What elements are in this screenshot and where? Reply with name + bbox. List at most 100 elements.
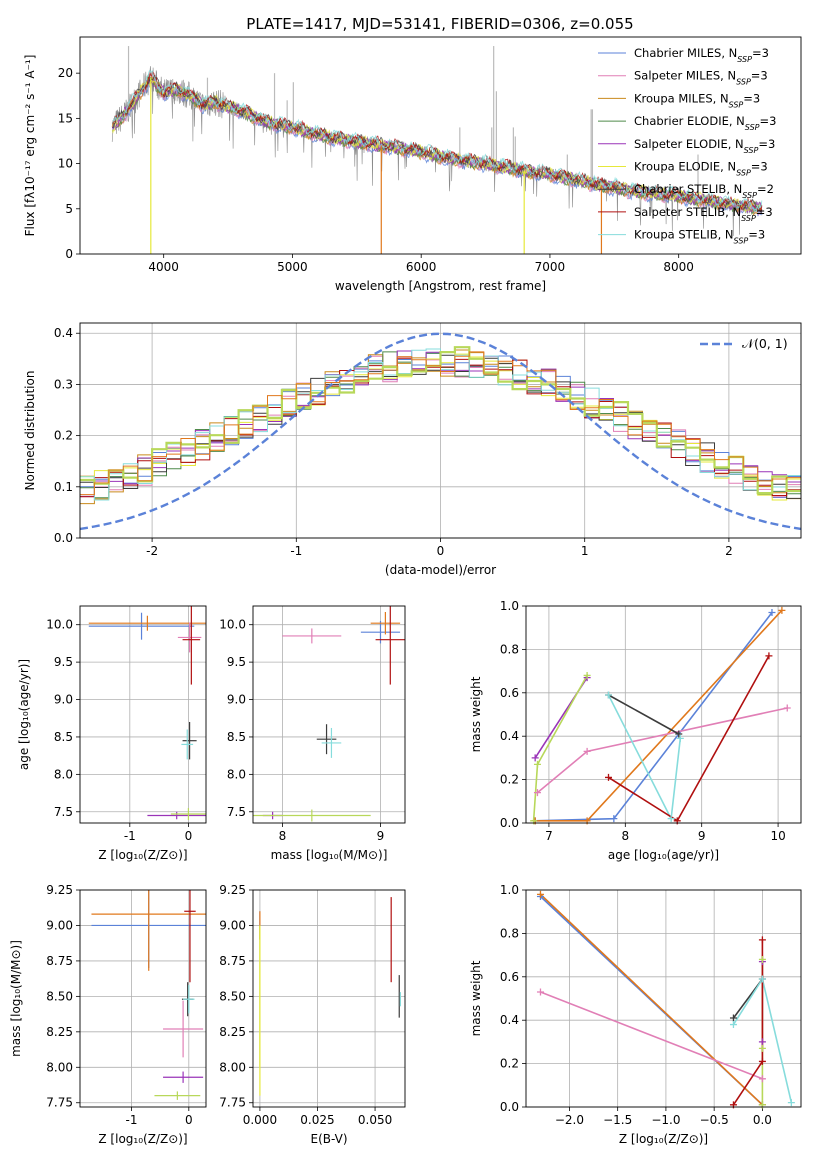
y-tick-label: 8.0	[54, 767, 73, 781]
legend-subscript: SSP	[741, 213, 756, 222]
mass-weight-vs-age-panel: 7 8 9 10 0.0 0.2 0.4 0.6 0.8 1.0 age [log₁₀(age/yr…	[469, 599, 802, 862]
y-tick-label: 10.0	[219, 618, 246, 632]
series-point-marker	[758, 1057, 766, 1065]
x-tick-label: 0.025	[300, 1113, 334, 1127]
series-line	[608, 655, 770, 822]
histogram-step-line	[80, 346, 801, 495]
residual-histogram-panel: -2 -1 0 1 2 0.0 0.1 0.2 0.3 0.4 (data-model)/error…	[23, 322, 802, 577]
x-tick-label: −0.5	[700, 1113, 729, 1127]
legend-label: Kroupa ELODIE, NSSP=3	[634, 160, 768, 178]
y-tick-label: 15	[58, 111, 73, 125]
legend-subscript: SSP	[742, 191, 757, 200]
series-line	[539, 893, 763, 1106]
legend-label: Kroupa STELIB, NSSP=3	[634, 228, 765, 246]
y-tick-label: 1.0	[500, 883, 519, 897]
mass-vs-metallicity-panel: -1 0 7.75 8.00 8.25 8.50 8.75 9.00 9.25 Z [log₁₀(…	[9, 883, 207, 1146]
x-tick-label: -1	[126, 1113, 138, 1127]
x-tick-label: -2	[146, 544, 158, 558]
y-axis-label: mass weight	[469, 676, 483, 752]
y-axis-label: mass [log₁₀(M/M⊙)]	[9, 940, 23, 1057]
y-tick-label: 0.0	[54, 531, 73, 545]
y-axis-label: Flux [fλ10⁻¹⁷ erg cm⁻² s⁻¹ A⁻¹]	[23, 55, 37, 237]
x-tick-label: 5000	[277, 260, 308, 274]
y-tick-label: 0.4	[500, 1013, 519, 1027]
legend-subscript: SSP	[736, 168, 751, 177]
model-spectrum-line	[111, 69, 763, 213]
y-tick-label: 0.2	[500, 773, 519, 787]
y-tick-label: 0.1	[54, 480, 73, 494]
series-point-marker	[536, 988, 544, 996]
legend-tail: =3	[751, 160, 768, 174]
axes-frame	[79, 36, 802, 255]
series-point-marker	[667, 815, 675, 823]
series-point-marker	[583, 671, 591, 679]
y-tick-label: 0.0	[500, 1100, 519, 1114]
legend-label: Chabrier ELODIE, NSSP=3	[634, 114, 776, 132]
y-tick-label: 8.5	[227, 730, 246, 744]
series-point-marker	[758, 1075, 766, 1083]
series-point-marker	[765, 652, 773, 660]
legend-subscript: SSP	[744, 145, 759, 154]
series-line	[535, 612, 773, 822]
legend-subscript: SSP	[729, 100, 744, 109]
y-tick-label: 8.50	[219, 989, 246, 1003]
series-point-marker	[676, 734, 684, 742]
series-line	[732, 939, 764, 1106]
axes-frame	[252, 605, 406, 824]
y-tick-label: 7.5	[54, 805, 73, 819]
y-tick-label: 0	[65, 247, 73, 261]
y-tick-label: 8.5	[54, 730, 73, 744]
series-point-marker	[758, 1038, 766, 1046]
x-axis-label: mass [log₁₀(M/M⊙)]	[271, 848, 388, 862]
y-tick-label: 0.6	[500, 686, 519, 700]
plot-area	[91, 890, 206, 1100]
y-tick-label: 20	[58, 66, 73, 80]
y-axis-label: age [log₁₀(age/yr)]	[17, 659, 31, 770]
y-tick-label: 7.5	[227, 805, 246, 819]
y-tick-label: 9.00	[219, 918, 246, 932]
y-tick-label: 9.25	[46, 883, 73, 897]
y-tick-label: 8.25	[219, 1025, 246, 1039]
plot-area	[88, 606, 206, 821]
y-axis-label: mass weight	[469, 960, 483, 1036]
x-axis-label: wavelength [Angstrom, rest frame]	[335, 279, 546, 293]
axes-frame	[252, 889, 406, 1108]
y-axis-label: Normed distribution	[23, 371, 37, 491]
series-point-marker	[536, 890, 544, 898]
series-point-marker	[783, 704, 791, 712]
y-tick-label: 0.0	[500, 816, 519, 830]
y-tick-label: 10	[58, 157, 73, 171]
series-point-marker	[768, 609, 776, 617]
series-point-marker	[778, 606, 786, 614]
legend-label: Kroupa MILES, NSSP=3	[634, 91, 760, 109]
plot-area	[80, 332, 801, 531]
x-axis-label: E(B-V)	[310, 1132, 347, 1146]
x-tick-label: 0.000	[243, 1113, 277, 1127]
x-tick-label: 8000	[663, 260, 694, 274]
y-tick-label: 0.6	[500, 970, 519, 984]
y-tick-label: 0.2	[54, 429, 73, 443]
x-tick-label: 7	[545, 829, 553, 843]
x-axis-label: Z [log₁₀(Z/Z⊙)]	[98, 1132, 187, 1146]
x-tick-label: -1	[124, 829, 136, 843]
legend-label: Chabrier MILES, NSSP=3	[634, 46, 769, 64]
axes-frame	[525, 605, 802, 824]
y-tick-label: 1.0	[500, 599, 519, 613]
y-tick-label: 0.8	[500, 642, 519, 656]
legend-label: Chabrier STELIB, NSSP=2	[634, 182, 774, 200]
x-tick-label: 7000	[535, 260, 566, 274]
spectrum-panel: 4000 5000 6000 7000 8000 0 5 10 15 20 wavelength […	[23, 36, 802, 293]
y-tick-label: 8.25	[46, 1025, 73, 1039]
y-tick-label: 8.00	[46, 1060, 73, 1074]
series-point-marker	[729, 1014, 737, 1022]
y-tick-label: 9.5	[227, 655, 246, 669]
y-tick-label: 0.3	[54, 377, 73, 391]
y-tick-label: 9.0	[227, 693, 246, 707]
x-tick-label: 0	[185, 1113, 193, 1127]
plot-area	[259, 897, 401, 1096]
legend-label: 𝒩(0, 1)	[742, 336, 788, 351]
x-tick-label: 4000	[148, 260, 179, 274]
x-tick-label: 9	[698, 829, 706, 843]
legend-subscript: SSP	[737, 55, 752, 64]
